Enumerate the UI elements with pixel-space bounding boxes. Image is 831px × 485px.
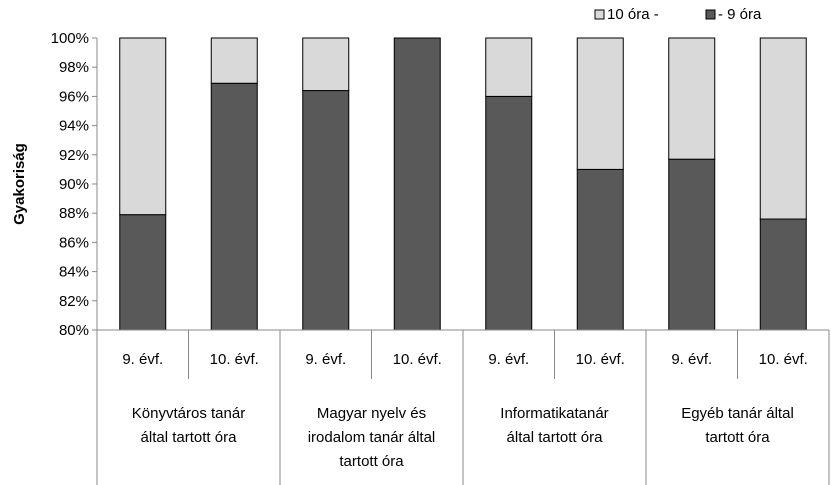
- axes: [92, 37, 830, 485]
- category-label: 9. évf.: [671, 351, 712, 368]
- category-label: 10. évf.: [210, 351, 259, 368]
- y-tick-label: 80%: [59, 322, 89, 339]
- bar-segment-lower: [485, 95, 533, 331]
- y-tick-label: 100%: [51, 30, 89, 47]
- bar-segment-lower: [119, 214, 167, 331]
- category-label: 9. évf.: [488, 351, 529, 368]
- bar-segment-upper: [210, 37, 258, 84]
- bar-segment-lower: [210, 82, 258, 331]
- y-tick-label: 84%: [59, 264, 89, 281]
- bar-segment-upper: [119, 37, 167, 216]
- category-label: 9. évf.: [122, 351, 163, 368]
- group-label: Magyar nyelv és: [317, 405, 426, 422]
- y-tick-labels: 80% 82% 84% 86% 88% 90% 92% 94% 96% 98% 100%: [51, 30, 89, 339]
- group-label: Egyéb tanár által: [681, 405, 794, 422]
- group-labels: Könyvtáros tanár által tartott óra Magyar …: [132, 405, 794, 470]
- y-axis-label: Gyakoriság: [11, 143, 28, 225]
- bar-segment-upper: [668, 37, 716, 160]
- group-label: Könyvtáros tanár: [132, 405, 245, 422]
- group-label: tartott óra: [705, 429, 770, 446]
- bar-segment-lower: [302, 90, 350, 331]
- group-label: által tartott óra: [507, 429, 604, 446]
- y-tick-label: 88%: [59, 205, 89, 222]
- category-label: 10. évf.: [393, 351, 442, 368]
- y-tick-label: 96%: [59, 88, 89, 105]
- bars: [119, 37, 807, 331]
- category-label: 10. évf.: [759, 351, 808, 368]
- y-tick-label: 90%: [59, 176, 89, 193]
- group-label: tartott óra: [339, 453, 404, 470]
- group-label: által tartott óra: [141, 429, 238, 446]
- y-tick-label: 82%: [59, 293, 89, 310]
- bar-segment-lower: [668, 158, 716, 331]
- y-tick-label: 92%: [59, 147, 89, 164]
- bar-segment-upper: [576, 37, 624, 170]
- bar-segment-lower: [759, 218, 807, 331]
- y-tick-label: 94%: [59, 118, 89, 135]
- bar-segment-upper: [485, 37, 533, 97]
- y-tick-label: 86%: [59, 234, 89, 251]
- legend-label: 10 óra -: [607, 6, 659, 23]
- legend-label: - 9 óra: [718, 6, 762, 23]
- bar-segment-lower: [393, 37, 441, 331]
- bar-segment-upper: [302, 37, 350, 92]
- group-label: irodalom tanár által: [308, 429, 436, 446]
- y-tick-label: 98%: [59, 59, 89, 76]
- group-label: Informatikatanár: [500, 405, 608, 422]
- bar-segment-upper: [759, 37, 807, 220]
- category-label: 9. évf.: [305, 351, 346, 368]
- legend: 10 óra - - 9 óra: [594, 6, 762, 23]
- category-labels: 9. évf. 10. évf. 9. évf. 10. évf. 9. évf. 10.…: [122, 351, 808, 368]
- bar-segment-lower: [576, 168, 624, 331]
- legend-swatch: [594, 9, 605, 20]
- category-label: 10. évf.: [576, 351, 625, 368]
- legend-swatch: [705, 9, 716, 20]
